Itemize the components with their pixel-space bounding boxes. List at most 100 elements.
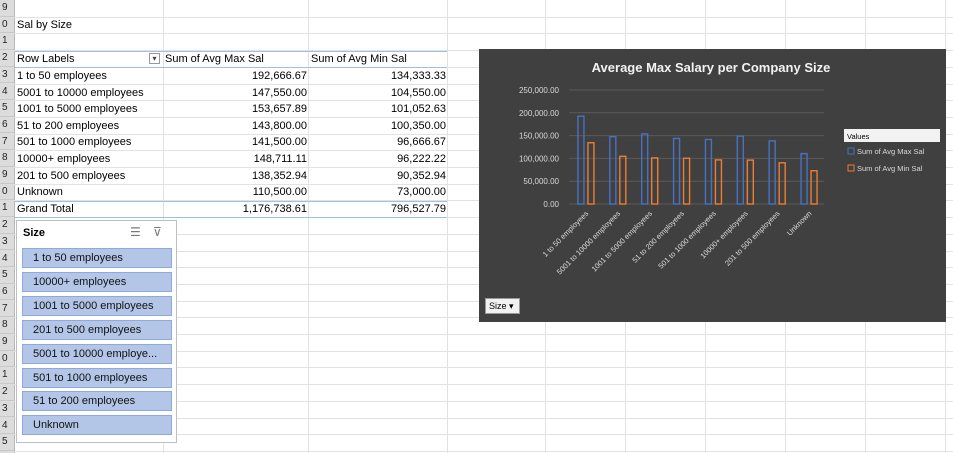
pivot-max-sal-value[interactable]: 153,657.89 [251, 103, 307, 116]
row-number[interactable]: 2 [0, 50, 14, 67]
pivot-row-label[interactable]: Unknown [17, 186, 63, 199]
slicer-item[interactable]: 501 to 1000 employees [22, 367, 172, 388]
bar-min-sal [587, 142, 595, 205]
slicer-item[interactable]: 1 to 50 employees [22, 248, 172, 268]
row-number[interactable]: 3 [0, 67, 14, 84]
grand-total-min-sal[interactable]: 796,527.79 [390, 203, 446, 215]
pivot-min-sal-value[interactable]: 73,000.00 [397, 186, 446, 199]
bar-max-sal [672, 137, 681, 205]
row-number[interactable]: 7 [0, 301, 14, 318]
row-number[interactable]: 5 [0, 434, 14, 451]
row-number[interactable]: 5 [0, 100, 14, 117]
pivot-header-row-labels[interactable]: Row Labels [17, 53, 75, 65]
row-number[interactable]: 1 [0, 367, 14, 384]
bar-min-sal [682, 157, 691, 205]
pivot-header-max-sal[interactable]: Sum of Avg Max Sal [165, 53, 264, 65]
row-number[interactable]: 3 [0, 234, 14, 251]
bar-max-sal [609, 136, 617, 205]
pivot-max-sal-value[interactable]: 143,800.00 [251, 119, 307, 132]
size-field-button[interactable]: Size ▾ [485, 298, 520, 314]
pivot-max-sal-value[interactable]: 141,500.00 [251, 136, 307, 149]
pivot-min-sal-value[interactable]: 90,352.94 [397, 169, 446, 182]
grid-line [14, 384, 953, 386]
pivot-min-sal-value[interactable]: 101,052.63 [390, 103, 446, 116]
row-number[interactable]: 5 [0, 267, 14, 284]
pivot-total-bottom-border [14, 217, 447, 218]
pivot-min-sal-value[interactable]: 96,666.67 [397, 136, 446, 149]
dropdown-arrow-icon: ▾ [509, 301, 514, 311]
pivot-row-label[interactable]: 501 to 1000 employees [17, 136, 132, 149]
x-tick-label: 501 to 1000 employees [656, 209, 718, 271]
size-field-label: Size [489, 301, 507, 311]
pivot-header-top-border [14, 50, 447, 52]
grid-line [14, 33, 953, 35]
row-number[interactable]: 8 [0, 150, 14, 167]
pivot-row-label[interactable]: 1001 to 5000 employees [17, 103, 138, 116]
row-number[interactable]: 2 [0, 217, 14, 234]
x-tick-label: Unknown [785, 209, 813, 237]
grid-line [14, 450, 953, 452]
x-tick-label: 1001 to 5000 employees [590, 209, 655, 274]
bar-min-sal [778, 162, 786, 205]
pivot-row-label[interactable]: 201 to 500 employees [17, 169, 126, 182]
pivot-min-sal-value[interactable]: 96,222.22 [397, 153, 446, 165]
slicer-item[interactable]: 5001 to 10000 employe... [22, 343, 172, 364]
size-slicer[interactable]: Size ☰ ⊽ 1 to 50 employees 10000+ employe… [16, 220, 177, 443]
row-number[interactable]: 0 [0, 184, 14, 201]
pivot-min-sal-value[interactable]: 100,350.00 [390, 119, 446, 132]
row-number[interactable]: 0 [0, 17, 14, 34]
row-labels-filter-button[interactable]: ▾ [149, 53, 160, 64]
row-number[interactable]: 3 [0, 401, 14, 418]
slicer-item[interactable]: 10000+ employees [22, 271, 172, 292]
pivot-row-label[interactable]: 10000+ employees [17, 153, 111, 165]
pivot-min-sal-value[interactable]: 104,550.00 [390, 86, 446, 99]
legend-title-box [844, 129, 940, 142]
pivot-header-min-sal[interactable]: Sum of Avg Min Sal [311, 53, 407, 65]
row-number[interactable]: 4 [0, 251, 14, 267]
grand-total-max-sal[interactable]: 1,176,738.61 [242, 203, 307, 215]
pivot-row-label[interactable]: 5001 to 10000 employees [17, 86, 144, 99]
bar-max-sal [640, 133, 649, 205]
sheet-title[interactable]: Sal by Size [17, 19, 73, 31]
x-tick-label: 201 to 500 employees [723, 209, 782, 268]
pivot-header-bottom-border [14, 67, 447, 68]
row-number[interactable]: 4 [0, 84, 14, 100]
slicer-item[interactable]: 51 to 200 employees [22, 391, 172, 412]
grid-line [14, 434, 953, 436]
bar-min-sal [650, 157, 659, 205]
y-tick-label: 150,000.00 [519, 132, 560, 141]
row-number[interactable]: 8 [0, 317, 14, 334]
row-number[interactable]: 7 [0, 134, 14, 151]
x-tick-label: 5001 to 10000 employees [555, 209, 623, 277]
salary-bar-chart[interactable]: Average Max Salary per Company Size 0.00 5… [479, 49, 946, 322]
bar-min-sal [714, 159, 723, 205]
pivot-max-sal-value[interactable]: 147,550.00 [251, 86, 307, 99]
legend-entry: Sum of Avg Min Sal [857, 164, 923, 173]
row-number[interactable]: 6 [0, 284, 14, 301]
bar-max-sal [768, 140, 776, 205]
slicer-item[interactable]: Unknown [22, 415, 172, 436]
row-number[interactable]: 6 [0, 117, 14, 134]
pivot-max-sal-value[interactable]: 138,352.94 [251, 169, 307, 182]
row-number[interactable]: 4 [0, 418, 14, 434]
multi-select-icon[interactable]: ☰ [130, 225, 141, 239]
slicer-item[interactable]: 201 to 500 employees [22, 319, 172, 340]
row-number[interactable]: 9 [0, 167, 14, 184]
pivot-max-sal-value[interactable]: 192,666.67 [251, 70, 307, 82]
pivot-min-sal-value[interactable]: 134,333.33 [390, 70, 446, 82]
row-number[interactable]: 9 [0, 0, 14, 17]
row-number[interactable]: 1 [0, 33, 14, 50]
row-number[interactable]: 1 [0, 200, 14, 217]
row-number[interactable]: 0 [0, 351, 14, 368]
pivot-max-sal-value[interactable]: 148,711.11 [253, 153, 307, 165]
chart-title: Average Max Salary per Company Size [592, 60, 831, 75]
grand-total-label[interactable]: Grand Total [17, 203, 74, 215]
row-number[interactable]: 9 [0, 334, 14, 351]
pivot-row-label[interactable]: 51 to 200 employees [17, 119, 120, 132]
pivot-row-label[interactable]: 1 to 50 employees [17, 70, 107, 82]
clear-filter-icon[interactable]: ⊽ [153, 225, 162, 239]
pivot-total-top-border [14, 200, 447, 202]
slicer-item[interactable]: 1001 to 5000 employees [22, 295, 172, 316]
pivot-max-sal-value[interactable]: 110,500.00 [252, 186, 307, 199]
row-number[interactable]: 2 [0, 384, 14, 401]
